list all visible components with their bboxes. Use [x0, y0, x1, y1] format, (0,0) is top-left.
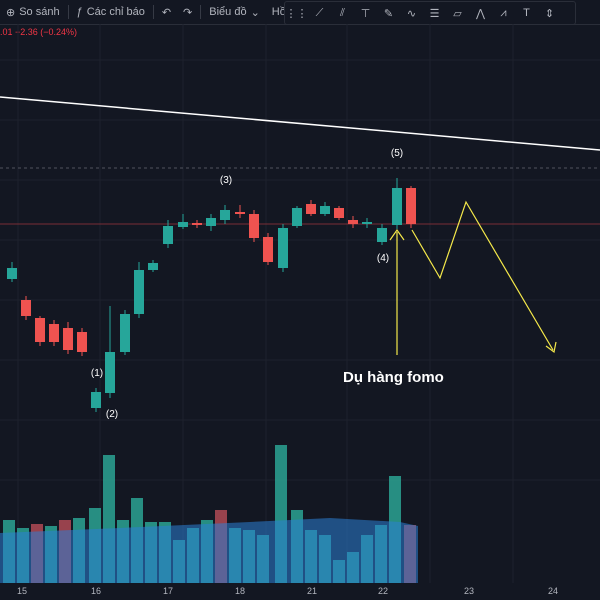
- trend-line-icon[interactable]: ⟋: [315, 6, 324, 19]
- volume-ma-area: [0, 518, 418, 583]
- candle-body: [292, 208, 302, 226]
- annotation-text: Dụ hàng fomo: [343, 369, 444, 386]
- zigzag-icon[interactable]: ∿: [406, 7, 417, 20]
- candle-body: [206, 218, 216, 226]
- candle-body: [192, 223, 202, 225]
- candle-body: [49, 324, 59, 342]
- wave-point-label: (1): [91, 368, 103, 379]
- indicators-button[interactable]: ƒ Các chỉ báo: [71, 0, 151, 24]
- candle-body: [235, 212, 245, 214]
- candle-body: [134, 270, 144, 314]
- candle-body: [91, 392, 101, 408]
- drawing-toolbar: ⋮⋮ ⟋ ⫽ ⊤ ✎ ∿ ☰ ▱ ⋀ ⩘ T ⇕: [284, 1, 576, 25]
- redo-button[interactable]: ↷: [177, 0, 198, 24]
- horizontal-ray-icon[interactable]: ⊤: [360, 7, 371, 20]
- time-axis-label: 15: [17, 586, 27, 596]
- candle-body: [63, 328, 73, 350]
- chevron-down-icon: ⌄: [250, 6, 260, 19]
- elliott-wave-icon[interactable]: ⩘: [500, 6, 507, 19]
- pattern-icon[interactable]: ⋀: [475, 7, 486, 20]
- candle-body: [178, 222, 188, 227]
- text-icon[interactable]: T: [523, 7, 530, 19]
- candle-body: [362, 222, 372, 224]
- gann-box-icon[interactable]: ▱: [453, 7, 462, 20]
- toolbar-divider: [67, 5, 69, 19]
- candle-body: [320, 206, 330, 214]
- time-axis-label: 22: [378, 586, 388, 596]
- candle-body: [249, 214, 259, 238]
- candle-body: [21, 300, 31, 316]
- undo-button[interactable]: ↶: [156, 0, 177, 24]
- long-position-icon[interactable]: ⇕: [544, 7, 555, 20]
- candle-body: [392, 188, 402, 225]
- time-axis-label: 24: [548, 586, 558, 596]
- fib-retracement-icon[interactable]: ☰: [429, 7, 440, 20]
- wave-point-label: (2): [106, 409, 118, 420]
- indicators-label: Các chỉ báo: [86, 6, 145, 18]
- toolbar-divider: [152, 5, 154, 19]
- candle-body: [263, 237, 273, 262]
- time-axis-label: 17: [163, 586, 173, 596]
- candlestick-series: [7, 178, 416, 412]
- projection-arrow-head: [545, 341, 557, 354]
- candle-body: [406, 188, 416, 224]
- trend-line: [0, 96, 600, 151]
- candle-body: [120, 314, 130, 352]
- pitchfork-icon[interactable]: ⫽: [340, 6, 345, 19]
- wave-point-label: (5): [391, 148, 403, 159]
- candle-body: [105, 352, 115, 393]
- candle-body: [35, 318, 45, 342]
- time-axis-label: 16: [91, 586, 101, 596]
- indicators-icon: ƒ: [76, 6, 83, 18]
- candle-body: [77, 332, 87, 352]
- time-axis-label: 21: [307, 586, 317, 596]
- undo-icon: ↶: [161, 6, 172, 19]
- candle-body: [7, 268, 17, 279]
- candle-body: [377, 228, 387, 242]
- price-change-readout: .01 −2.36 (−0.24%): [0, 27, 78, 37]
- candle-body: [278, 228, 288, 268]
- volume-histogram: [0, 445, 418, 583]
- wave-point-label: (3): [220, 175, 232, 186]
- chart-grid: [0, 24, 600, 583]
- time-axis: 15 16 17 18 21 22 23 24: [17, 586, 558, 596]
- wave-point-label: (4): [377, 253, 389, 264]
- point-labels: (1) (2) (3) (4) (5) Dụ hàng fomo: [91, 148, 444, 420]
- candle-body: [148, 263, 158, 270]
- time-axis-label: 18: [235, 586, 245, 596]
- compare-icon: ⊕: [6, 6, 16, 19]
- chart-type-button[interactable]: Biểu đồ ⌄: [203, 0, 266, 24]
- up-arrow-head: [389, 228, 405, 241]
- compare-button[interactable]: ⊕ So sánh: [0, 0, 66, 24]
- candle-body: [306, 204, 316, 214]
- time-axis-label: 23: [464, 586, 474, 596]
- candle-body: [334, 208, 344, 218]
- projection-path: [411, 200, 554, 351]
- dots-grid-icon[interactable]: ⋮⋮: [285, 7, 308, 20]
- redo-icon: ↷: [183, 6, 193, 19]
- toolbar-divider: [200, 5, 202, 19]
- brush-icon[interactable]: ✎: [383, 7, 394, 20]
- chart-type-label: Biểu đồ: [209, 6, 247, 18]
- drawing-overlays: [0, 96, 600, 355]
- candle-body: [163, 226, 173, 244]
- candle-body: [348, 220, 358, 224]
- compare-label: So sánh: [19, 6, 60, 18]
- candle-body: [220, 210, 230, 220]
